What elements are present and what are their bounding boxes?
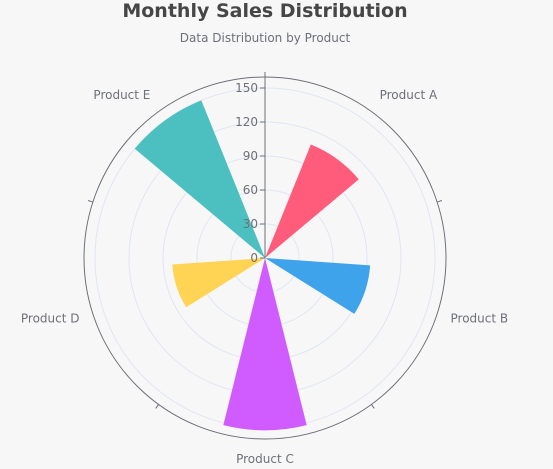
bar-product-a[interactable] xyxy=(265,144,359,258)
radial-tick-label: 120 xyxy=(235,115,258,129)
category-label-product-a: Product A xyxy=(380,88,438,102)
category-label-product-d: Product D xyxy=(21,311,80,325)
chart-title: Monthly Sales Distribution xyxy=(122,0,408,22)
radial-tick-label: 30 xyxy=(243,217,258,231)
category-label-product-c: Product C xyxy=(236,452,294,466)
bar-series xyxy=(134,100,371,431)
angle-tick xyxy=(87,200,94,203)
radial-tick-label: 150 xyxy=(235,81,258,95)
category-label-product-b: Product B xyxy=(451,311,509,325)
chart-subtitle: Data Distribution by Product xyxy=(179,31,351,45)
category-label-product-e: Product E xyxy=(93,88,150,102)
angle-axis: Product A Product B Product C Product D Prod… xyxy=(21,72,508,466)
bar-product-e[interactable] xyxy=(134,100,265,258)
radial-axis: 0 30 60 90 120 150 xyxy=(235,72,266,265)
angle-tick xyxy=(370,404,375,409)
radial-tick-label: 90 xyxy=(243,149,258,163)
radial-tick-label: 60 xyxy=(243,183,258,197)
bar-product-b[interactable] xyxy=(265,258,371,314)
radial-tick-label: 0 xyxy=(250,251,258,265)
angle-tick xyxy=(155,404,160,409)
bar-product-c[interactable] xyxy=(223,258,307,431)
bar-product-d[interactable] xyxy=(172,258,265,308)
angle-tick xyxy=(436,200,443,203)
